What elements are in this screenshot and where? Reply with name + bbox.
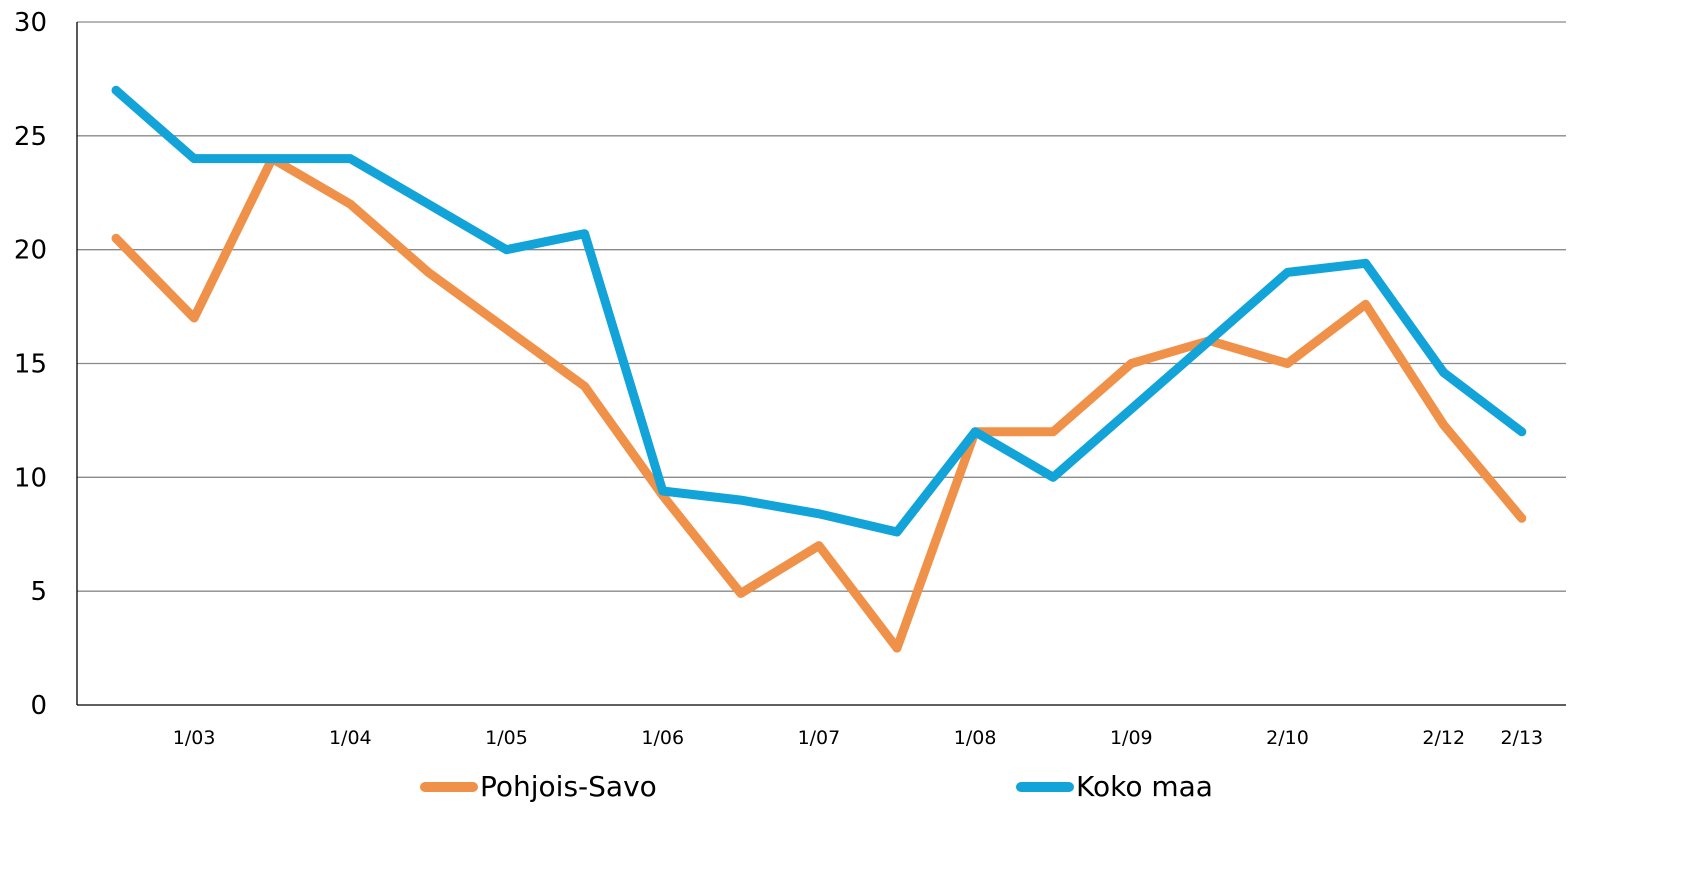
y-tick-label: 5 [30, 577, 47, 607]
y-tick-label: 15 [14, 350, 47, 380]
series-lines [111, 85, 1527, 653]
x-tick-label: 2/10 [1266, 727, 1309, 749]
x-tick-label: 2/13 [1500, 727, 1543, 749]
axes [76, 22, 1566, 706]
x-tick-label: 1/09 [1110, 727, 1153, 749]
series-line-koko-maa [111, 85, 1527, 537]
y-tick-label: 30 [14, 8, 47, 38]
y-tick-label: 25 [14, 122, 47, 152]
x-tick-label: 1/07 [798, 727, 841, 749]
legend-swatch-pohjois-savo [420, 781, 478, 792]
legend-label-pohjois-savo: Pohjois-Savo [480, 770, 657, 803]
x-tick-label: 1/04 [329, 727, 372, 749]
y-axis-ticks: 0 5 10 15 20 25 30 [14, 8, 47, 721]
x-tick-label: 2/12 [1422, 727, 1465, 749]
legend-item-pohjois-savo: Pohjois-Savo [420, 770, 657, 803]
legend-swatch-koko-maa [1016, 781, 1074, 792]
legend-item-koko-maa: Koko maa [1016, 770, 1213, 803]
x-tick-label: 1/03 [173, 727, 216, 749]
legend-label-koko-maa: Koko maa [1076, 770, 1213, 803]
y-tick-label: 20 [14, 236, 47, 266]
x-tick-label: 1/06 [641, 727, 684, 749]
x-tick-label: 1/08 [954, 727, 997, 749]
y-tick-label: 0 [30, 691, 47, 721]
y-tick-label: 10 [14, 463, 47, 493]
series-line-pohjois-savo [111, 154, 1527, 653]
x-tick-label: 1/05 [485, 727, 528, 749]
x-axis-ticks: 1/03 1/04 1/05 1/06 1/07 1/08 1/09 2/10 2/12 2/13 [173, 727, 1543, 749]
gridlines [77, 21, 1566, 592]
